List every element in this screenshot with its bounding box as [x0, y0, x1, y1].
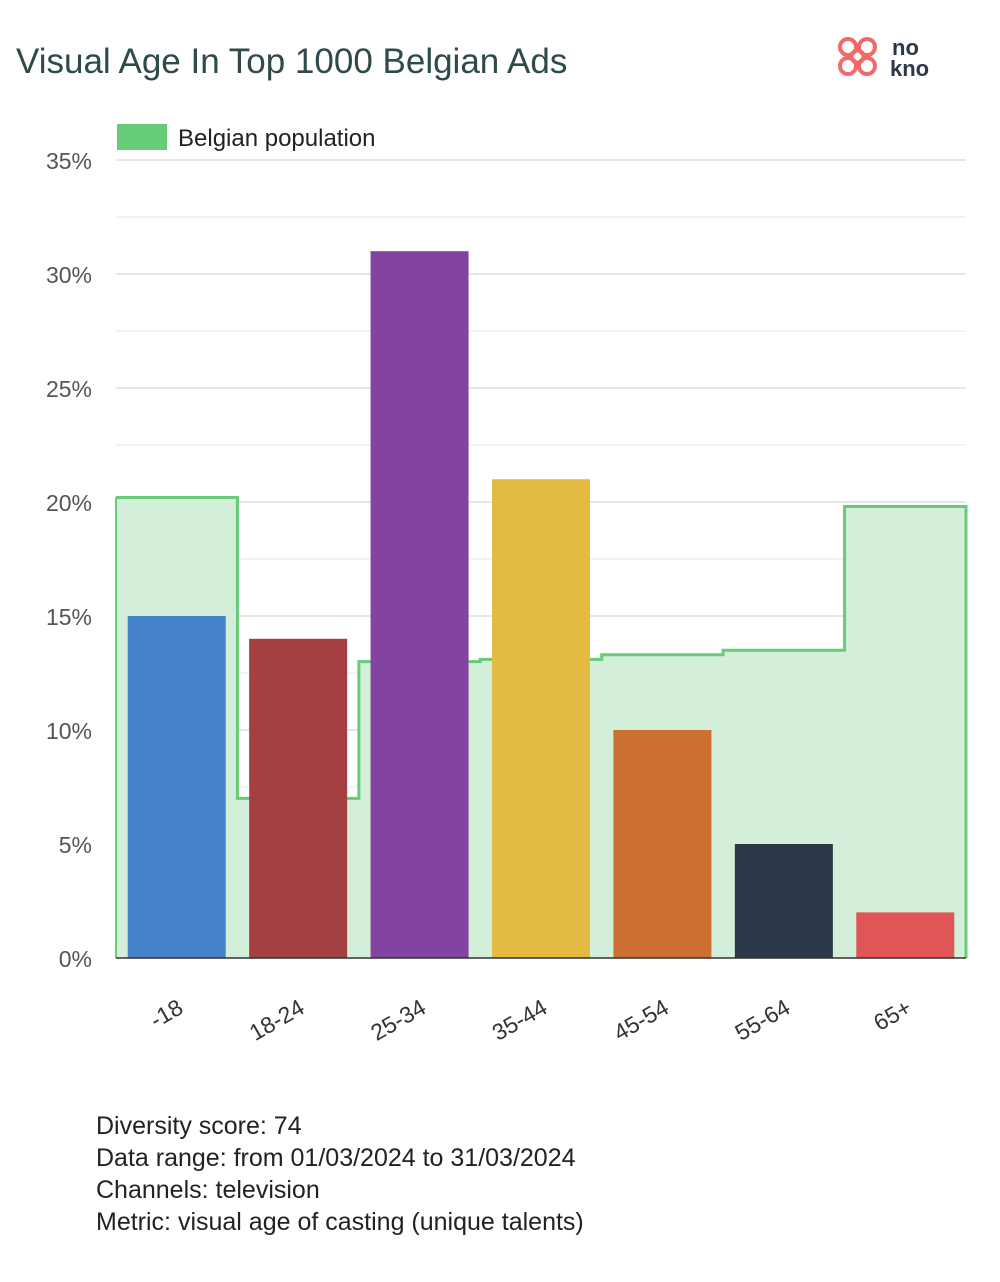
- x-tick-label: 35-44: [488, 994, 552, 1046]
- x-tick-label: 45-54: [609, 994, 673, 1046]
- y-tick-label: 20%: [46, 490, 92, 516]
- x-tick-label: 65+: [869, 994, 916, 1036]
- bar-25-34: [370, 251, 469, 958]
- bar-35-44: [492, 479, 590, 958]
- diversity-score-text: Diversity score: 74: [96, 1112, 302, 1140]
- legend-label: Belgian population: [178, 125, 376, 152]
- channels-text: Channels: television: [96, 1176, 320, 1204]
- flower-logo-icon: [838, 37, 877, 76]
- y-tick-label: 25%: [46, 376, 92, 402]
- logo-text-bottom: kno: [890, 56, 929, 81]
- nokno-logo: no kno: [838, 35, 929, 81]
- legend-swatch: [117, 124, 167, 150]
- y-tick-label: 0%: [59, 946, 92, 972]
- bar-45-54: [613, 730, 712, 958]
- y-tick-label: 15%: [46, 604, 92, 630]
- bar--18: [127, 616, 226, 958]
- bar-chart: 0% 5% 10% 15% 20% 25% 30% 35% -18 18-24 25-34 35-44…: [46, 124, 968, 1046]
- bar-65+: [856, 912, 955, 958]
- y-tick-label: 35%: [46, 148, 92, 174]
- y-tick-label: 10%: [46, 718, 92, 744]
- chart-title: Visual Age In Top 1000 Belgian Ads: [16, 42, 568, 81]
- logo-text-top: no: [892, 35, 919, 60]
- x-tick-label: 25-34: [366, 994, 430, 1046]
- bar-55-64: [734, 844, 833, 958]
- data-range-text: Data range: from 01/03/2024 to 31/03/202…: [96, 1144, 576, 1172]
- x-tick-label: 55-64: [730, 994, 794, 1046]
- x-tick-label: 18-24: [245, 994, 309, 1046]
- x-tick-label: -18: [145, 994, 187, 1033]
- chart-footer: Diversity score: 74 Data range: from 01/…: [96, 1110, 584, 1238]
- bar-18-24: [249, 638, 348, 958]
- y-tick-label: 5%: [59, 832, 92, 858]
- metric-text: Metric: visual age of casting (unique ta…: [96, 1208, 584, 1236]
- y-tick-label: 30%: [46, 262, 92, 288]
